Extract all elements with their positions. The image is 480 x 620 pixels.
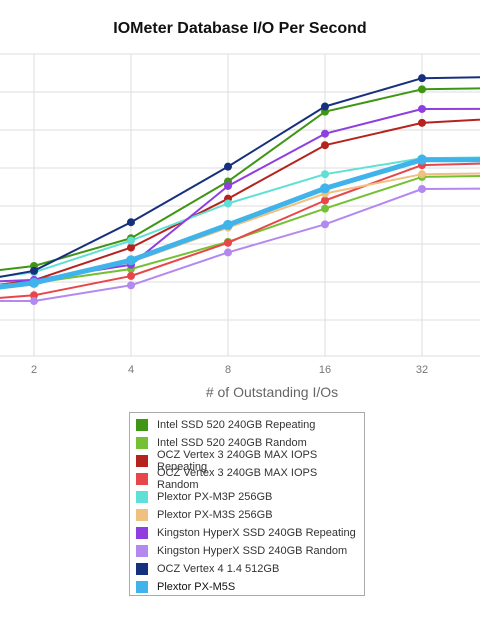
data-point <box>320 183 330 194</box>
x-axis-label: # of Outstanding I/Os <box>206 384 338 400</box>
data-point <box>321 102 329 111</box>
legend-swatch <box>136 563 148 575</box>
legend-label: Kingston HyperX SSD 240GB Repeating <box>157 527 356 539</box>
data-point <box>30 297 38 306</box>
data-point <box>224 199 232 208</box>
legend-label: Plextor PX-M3S 256GB <box>157 509 273 521</box>
legend-item: Plextor PX-M5S <box>136 578 358 596</box>
data-point <box>418 118 426 127</box>
data-point <box>321 196 329 205</box>
legend-label: Intel SSD 520 240GB Random <box>157 437 307 449</box>
data-point <box>417 154 427 165</box>
legend-label: Plextor PX-M5S <box>157 581 236 593</box>
legend-swatch <box>136 509 148 521</box>
legend-item: OCZ Vertex 3 240GB MAX IOPS Repeating <box>136 449 358 473</box>
series-8 <box>0 184 480 306</box>
data-point <box>30 291 38 300</box>
chart-legend: Intel SSD 520 240GB Repeating Intel SSD 5… <box>129 412 365 596</box>
chart-axes: 2 4 8 16 32 <box>31 364 428 376</box>
legend-swatch <box>136 527 148 539</box>
data-point <box>418 104 426 113</box>
data-point <box>418 85 426 94</box>
data-point <box>30 266 38 275</box>
series-line <box>0 107 480 283</box>
data-point <box>127 243 135 252</box>
data-point <box>418 74 426 83</box>
legend-label: OCZ Vertex 3 240GB MAX IOPS Repeating <box>157 449 318 473</box>
data-point <box>321 141 329 150</box>
data-point <box>127 281 135 290</box>
data-point <box>127 236 135 245</box>
chart-series <box>0 74 480 306</box>
data-point <box>127 271 135 280</box>
legend-label: Intel SSD 520 240GB Repeating <box>157 419 316 431</box>
legend-label: OCZ Vertex 3 240GB MAX IOPS Random <box>157 467 318 491</box>
legend-item: Plextor PX-M3P 256GB <box>136 488 358 506</box>
data-point <box>224 238 232 247</box>
legend-item: OCZ Vertex 3 240GB MAX IOPS Random <box>136 467 358 491</box>
legend-swatch <box>136 491 148 503</box>
legend-item: Kingston HyperX SSD 240GB Random <box>136 542 358 560</box>
data-point <box>418 170 426 179</box>
data-point <box>224 181 232 190</box>
legend-item: Intel SSD 520 240GB Random <box>136 434 358 452</box>
line-chart: 2 4 8 16 32 # of Outstanding I/Os <box>0 53 480 400</box>
legend-item: OCZ Vertex 4 1.4 512GB <box>136 560 358 578</box>
legend-swatch <box>136 419 148 431</box>
series-line <box>0 187 480 302</box>
legend-item: Kingston HyperX SSD 240GB Repeating <box>136 524 358 542</box>
data-point <box>418 184 426 193</box>
data-point <box>224 162 232 171</box>
data-point <box>127 218 135 227</box>
data-point <box>223 219 233 230</box>
legend-item: Plextor PX-M3S 256GB <box>136 506 358 524</box>
series-9 <box>0 74 480 278</box>
data-point <box>126 255 136 266</box>
legend-swatch <box>136 473 148 485</box>
x-tick-label: 32 <box>416 364 428 376</box>
x-tick-label: 16 <box>319 364 331 376</box>
legend-swatch <box>136 455 148 467</box>
legend-item: Intel SSD 520 240GB Repeating <box>136 416 358 434</box>
legend-swatch <box>136 545 148 557</box>
data-point <box>321 220 329 229</box>
x-tick-label: 4 <box>128 364 134 376</box>
data-point <box>224 248 232 257</box>
legend-swatch <box>136 581 148 593</box>
legend-label: Kingston HyperX SSD 240GB Random <box>157 545 348 557</box>
legend-label: OCZ Vertex 4 1.4 512GB <box>157 563 280 575</box>
x-tick-label: 8 <box>225 364 231 376</box>
legend-swatch <box>136 437 148 449</box>
data-point <box>321 204 329 213</box>
series-10 <box>0 154 480 290</box>
data-point <box>321 129 329 138</box>
legend-label: Plextor PX-M3P 256GB <box>157 491 273 503</box>
chart-title: IOMeter Database I/O Per Second <box>113 20 367 37</box>
data-point <box>29 277 39 288</box>
x-tick-label: 2 <box>31 364 37 376</box>
data-point <box>321 170 329 179</box>
series-line <box>0 118 480 286</box>
series-3 <box>0 118 480 286</box>
chart-grid <box>0 53 480 357</box>
